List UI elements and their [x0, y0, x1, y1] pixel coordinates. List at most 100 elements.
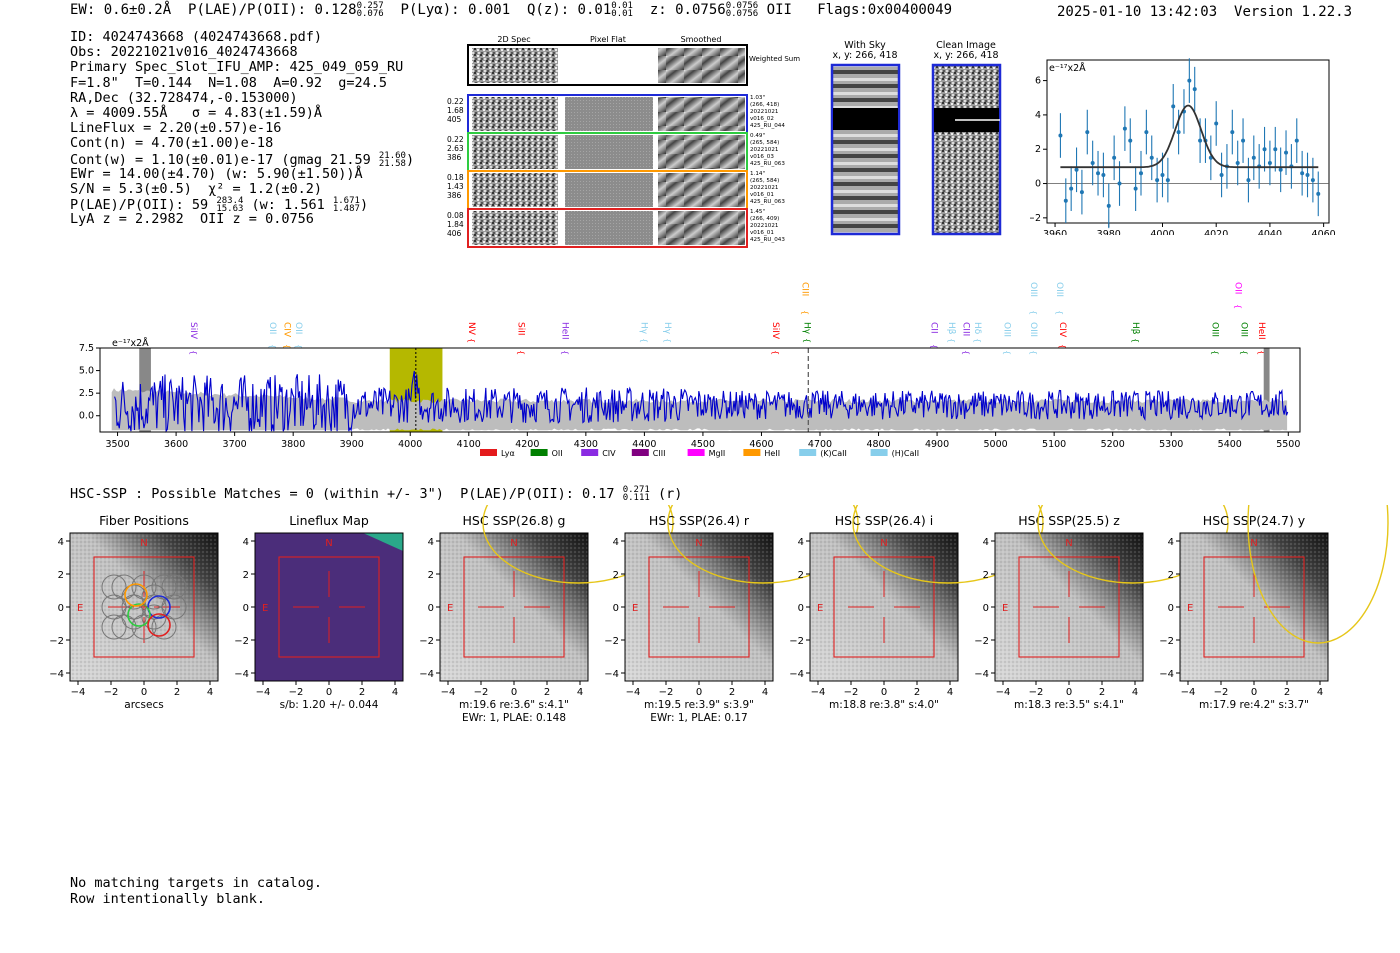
spec-error-envelope — [111, 388, 1288, 431]
spec-legend-label: HeII — [764, 449, 780, 458]
panel-xtick-label: −2 — [104, 687, 119, 698]
fiber-circle — [161, 574, 187, 600]
fiber-right-info: (266, 418) — [750, 102, 779, 108]
spec-line-brace: { — [1240, 350, 1249, 355]
header-plya: P(Lyα): 0.001 — [400, 2, 511, 18]
panel-ytick-label: 0 — [983, 603, 989, 614]
detection-info-block: ID: 4024743668 (4024743668.pdf) Obs: 202… — [70, 29, 414, 227]
panel-xtick-label: −4 — [811, 687, 826, 698]
spec-line-label: OIII — [1239, 322, 1249, 337]
panel-ytick-label: −2 — [1159, 636, 1174, 647]
panel-ytick-label: 4 — [243, 537, 249, 548]
spec-legend-label: (K)CaII — [820, 449, 847, 458]
panel-ytick-label: −2 — [974, 636, 989, 647]
zoom-point — [1316, 191, 1321, 196]
spec-xtick-label: 5000 — [984, 439, 1008, 450]
fiber-left-stat: 0.08 — [447, 211, 464, 220]
spec-xtick-label: 5400 — [1218, 439, 1242, 450]
sky-image-texture — [440, 533, 588, 681]
panel-xtick-label: −4 — [441, 687, 456, 698]
panel-ytick-label: 2 — [1168, 570, 1174, 581]
spec-frame — [99, 347, 1301, 433]
header-z-line: OII — [766, 2, 792, 18]
panel-ytick-label: −4 — [234, 669, 249, 680]
zoom-xtick-label: 4020 — [1204, 229, 1228, 235]
spec-legend-label: MgII — [709, 449, 726, 458]
panel-ytick-label: −4 — [604, 669, 619, 680]
header-plae: P(LAE)/P(OII): 0.128 — [188, 2, 357, 18]
clean-image-xy: x, y: 266, 418 — [933, 50, 998, 61]
spec-line-brace: { — [294, 344, 303, 349]
east-label: E — [817, 603, 823, 614]
spec-line-label: CIII — [800, 282, 810, 296]
info-plae-hi: 283.4 — [216, 196, 244, 207]
panel-ytick-label: −4 — [1159, 669, 1174, 680]
fiber-smoothed — [658, 173, 745, 207]
panel-ytick-label: −4 — [789, 669, 804, 680]
zoom-xtick-label: 4060 — [1312, 229, 1336, 235]
panel-ytick-label: 4 — [428, 537, 434, 548]
east-label: E — [262, 603, 268, 614]
spec-line-brace: { — [189, 350, 198, 355]
panel-ytick-label: −2 — [789, 636, 804, 647]
info-sn: S/N = 5.3(±0.5) χ² = 1.2(±0.2) — [70, 180, 322, 197]
north-label: N — [695, 538, 702, 549]
info-fwhm: F=1.8" T=0.144 N=1.08 A=0.92 g=24.5 — [70, 74, 387, 91]
spec-line-brace: { — [663, 338, 672, 343]
panel-xtick-label: 2 — [1284, 687, 1290, 698]
image-panel: Fiber Positions N E + −4 −4 −2 −2 0 0 2 2 4 4 arcsecs — [49, 513, 219, 711]
zoom-point — [1128, 138, 1133, 143]
panel-xtick-label: −4 — [1181, 687, 1196, 698]
weighted-sum-smoothed — [658, 48, 745, 83]
panel-ytick-label: −2 — [604, 636, 619, 647]
panel-xtick-label: 4 — [392, 687, 398, 698]
header-version: Version 1.22.3 — [1234, 4, 1353, 20]
panel-xtick-label: 4 — [207, 687, 213, 698]
panel-xtick-label: −2 — [844, 687, 859, 698]
fiber-right-info: v016_01 — [750, 192, 774, 198]
zoom-plot-frame — [1046, 59, 1330, 224]
full-spectrum-chart: e⁻¹⁷x2Å SiIV {OII {CIV {OII {NV {SiII {HeII {Hγ… — [79, 282, 1301, 458]
header-datetime: 2025-01-10 13:42:03 — [1057, 4, 1218, 20]
zoom-point — [1058, 133, 1063, 138]
panel-ytick-label: 2 — [613, 570, 619, 581]
zoom-point — [1155, 178, 1160, 183]
spec-line-label: OII — [293, 322, 303, 334]
zoom-marks — [1047, 58, 1329, 229]
info-plae-lo: 15.63 — [216, 204, 244, 215]
panel-ytick-label: −2 — [234, 636, 249, 647]
panel-ytick-label: 4 — [1168, 537, 1174, 548]
image-panel: HSC SSP(25.5) z N E −4 −4 −2 −2 0 0 2 2 4 4 m:18.3 re… — [974, 505, 1229, 711]
clean-image — [931, 63, 1002, 236]
zoom-point — [1085, 130, 1090, 135]
panel-xlabel: m:19.6 re:3.6" s:4.1" — [459, 699, 569, 711]
zoom-point — [1241, 138, 1246, 143]
panel-title: HSC SSP(26.8) g — [463, 513, 566, 528]
panel-sub-label: EWr: 1, PLAE: 0.17 — [650, 712, 747, 724]
spec-line-label: SiIV — [188, 322, 198, 340]
spec-xtick-label: 3700 — [223, 439, 247, 450]
fiber-left-stat: 405 — [447, 115, 462, 124]
spec-line-brace: { — [268, 344, 277, 349]
info-lineflux: LineFlux = 2.20(±0.57)e-16 — [70, 120, 282, 137]
spec-line-label: CIV — [1057, 322, 1067, 338]
spec-line-brace: { — [1029, 310, 1038, 315]
zoom-ytick-label: 4 — [1035, 110, 1041, 121]
panel-ytick-label: 2 — [983, 570, 989, 581]
panel-title: HSC SSP(26.4) r — [649, 513, 750, 528]
spec-line-label: Hγ — [639, 322, 649, 335]
spec-line-brace: { — [802, 338, 811, 343]
hsc-plae-hi: 0.271 — [622, 485, 650, 495]
zoom-point — [1251, 155, 1256, 160]
fiber-2dspec — [472, 173, 558, 207]
fiber-smoothed — [658, 135, 745, 169]
zoom-point — [1187, 78, 1192, 83]
fiber-right-info: (265, 584) — [750, 140, 779, 146]
panel-xlabel: m:17.9 re:4.2" s:3.7" — [1199, 699, 1309, 711]
cutout-col-2dspec: 2D Spec — [497, 35, 530, 44]
north-label: N — [1065, 538, 1072, 549]
zoom-point — [1144, 130, 1149, 135]
panel-ytick-label: −2 — [419, 636, 434, 647]
